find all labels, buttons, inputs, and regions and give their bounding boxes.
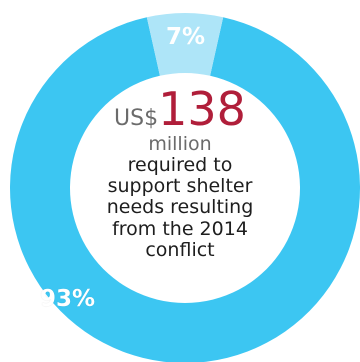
description-line-3: needs resulting bbox=[106, 196, 254, 219]
description-line-4: from the 2014 bbox=[112, 217, 248, 240]
amount-value: 138 bbox=[158, 82, 246, 136]
center-label: US$138 million required to support shelt… bbox=[90, 86, 270, 261]
donut-slices bbox=[10, 13, 360, 362]
slice-label-large: 93% bbox=[40, 286, 96, 312]
currency-label: US$ bbox=[114, 106, 159, 131]
slice-small bbox=[146, 13, 224, 76]
amount-unit: million bbox=[148, 133, 212, 155]
slice-label-small: 7% bbox=[166, 24, 206, 50]
amount-line: US$138 bbox=[90, 86, 270, 132]
slice-large bbox=[10, 17, 360, 362]
description-line-2: support shelter bbox=[107, 175, 253, 198]
description-line-1: required to bbox=[127, 153, 233, 176]
description-line-5: conflict bbox=[145, 238, 215, 261]
